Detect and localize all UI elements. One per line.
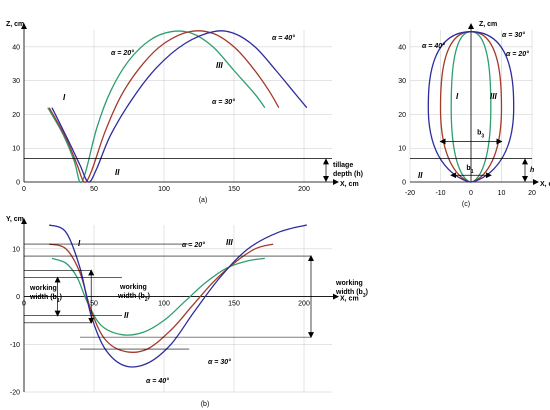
zone-label-1: I <box>63 93 66 102</box>
zone-label-1: I <box>78 239 81 248</box>
width1-label-1: working <box>29 285 57 292</box>
zone-label-3: III <box>490 92 497 101</box>
x-tick-label: 100 <box>158 186 170 193</box>
y-axis-label: Z, cm <box>479 21 497 28</box>
caption-a: (a) <box>199 197 208 204</box>
chart-panel-a: 0 50 100 150 200 0 10 20 30 40 Z, cm X, cm tillage de… <box>6 21 363 204</box>
y-tick-label: 0 <box>16 294 20 301</box>
width2-label-1: working <box>119 284 147 291</box>
y-tick-label: 30 <box>398 78 406 85</box>
x-tick-label: 0 <box>469 190 473 197</box>
series-line <box>47 30 266 184</box>
series-line <box>49 243 274 353</box>
x-axis-label: X, cm <box>340 296 359 303</box>
series-line <box>48 224 307 368</box>
label-alpha-20: α = 20° <box>182 241 205 249</box>
depth-label-2: depth (h) <box>333 171 363 178</box>
label-h: h <box>530 167 534 174</box>
width1-label-2: width (b1) <box>29 294 62 304</box>
label-alpha-40: α = 40° <box>422 42 445 50</box>
caption-c: (c) <box>462 201 470 208</box>
x-tick-label: -20 <box>405 190 415 197</box>
x-tick-label: 150 <box>228 301 240 308</box>
x-tick-label: 0 <box>22 186 26 193</box>
y-tick-label: 10 <box>12 146 20 153</box>
y-tick-label: 0 <box>402 180 406 187</box>
label-alpha-30: α = 30° <box>502 31 525 39</box>
zone-label-3: III <box>216 61 223 70</box>
y-tick-label: 20 <box>12 112 20 119</box>
x-axis-label: X, cm <box>540 181 550 188</box>
y-tick-label: 40 <box>398 44 406 51</box>
y-tick-label: 40 <box>12 44 20 51</box>
x-tick-label: 200 <box>298 301 310 308</box>
label-alpha-20: α = 20° <box>506 50 529 58</box>
width2-label-2: width (b2) <box>117 293 150 303</box>
y-tick-label: 10 <box>12 246 20 253</box>
label-alpha-20: α = 20° <box>111 49 134 57</box>
y-tick-label: -10 <box>10 342 20 349</box>
y-tick-label: -20 <box>10 390 20 397</box>
x-axis-label: X, cm <box>340 181 359 188</box>
label-b1: b1 <box>466 165 473 175</box>
x-tick-label: 100 <box>158 301 170 308</box>
y-axis-label: Y, cm <box>6 216 24 223</box>
y-tick-label: 30 <box>12 78 20 85</box>
label-alpha-30: α = 30° <box>208 358 231 366</box>
series-line <box>427 31 515 183</box>
x-tick-label: 150 <box>228 186 240 193</box>
zone-label-2: II <box>124 311 129 320</box>
zone-label-3: III <box>226 238 233 247</box>
label-alpha-40: α = 40° <box>146 377 169 385</box>
label-alpha-30: α = 30° <box>212 98 235 106</box>
caption-b: (b) <box>201 401 210 408</box>
zone-label-1: I <box>456 92 459 101</box>
width3-label-2: width (b3) <box>335 289 368 299</box>
label-b3: b3 <box>477 130 484 140</box>
width3-label-1: working <box>335 280 363 287</box>
zone-label-2: II <box>418 171 423 180</box>
series-line <box>48 30 280 183</box>
x-tick-label: 10 <box>498 190 506 197</box>
series-line <box>51 30 308 183</box>
y-tick-label: 0 <box>16 180 20 187</box>
x-tick-label: -10 <box>435 190 445 197</box>
x-tick-label: 200 <box>298 186 310 193</box>
zone-label-2: II <box>115 168 120 177</box>
x-tick-label: 20 <box>528 190 536 197</box>
chart-panel-c: -20 -10 0 10 20 0 10 20 30 40 Z, cm X, cm h α = 40° α … <box>398 21 550 208</box>
y-axis-label: Z, cm <box>6 21 24 28</box>
label-alpha-40: α = 40° <box>272 34 295 42</box>
y-tick-label: 20 <box>398 112 406 119</box>
y-tick-label: 10 <box>398 146 406 153</box>
depth-label-1: tillage <box>333 162 353 169</box>
x-tick-label: 50 <box>90 186 98 193</box>
